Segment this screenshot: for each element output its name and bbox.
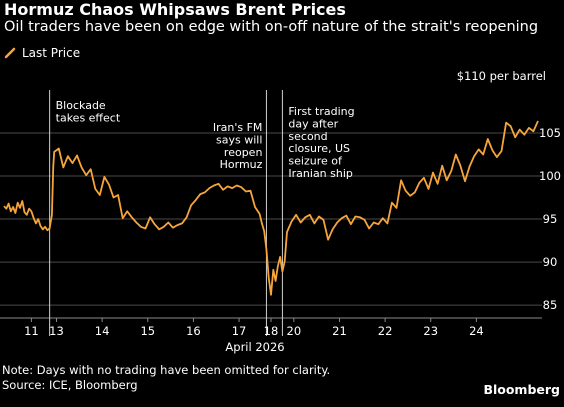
brand-logo: Bloomberg [483,382,560,397]
x-tick-label: 13 [49,324,64,338]
y-tick-label: 95 [543,212,558,226]
price-series-line [3,120,539,296]
legend: Last Price [4,46,80,60]
annotation-text: says will [216,133,262,146]
x-tick-label: 20 [287,324,302,338]
chart-note: Note: Days with no trading have been omi… [2,363,331,377]
annotation-text: day after [288,117,338,130]
x-axis-label: April 2026 [225,340,284,354]
x-tick-label: 23 [423,324,438,338]
chart-title: Hormuz Chaos Whipsaws Brent Prices [4,0,346,19]
x-tick-label: 15 [140,324,155,338]
y-tick-label: 100 [539,169,561,183]
x-tick-label: 14 [95,324,110,338]
y-tick-label: 90 [543,255,558,269]
x-tick-label: 24 [469,324,484,338]
x-tick-label: 16 [186,324,201,338]
x-tick-label: 18 [264,324,279,338]
annotation-text: Blockade [56,99,106,112]
annotation-text: Iranian ship [288,167,353,180]
annotation-text: reopen [224,146,263,159]
annotation-text: seizure of [288,155,343,168]
chart-subtitle: Oil traders have been on edge with on-of… [4,19,539,35]
line-swatch-icon [4,47,16,59]
annotation-text: Hormuz [220,158,263,171]
annotation-text: First trading [288,105,354,118]
y-tick-label: 85 [543,298,558,312]
annotation-text: Iran's FM [213,121,263,134]
chart-source: Source: ICE, Bloomberg [2,378,138,392]
x-tick-label: 17 [232,324,247,338]
y-tick-label: 105 [539,126,561,140]
y-axis-unit-label: $110 per barrel [456,69,546,83]
x-tick-label: 11 [24,324,39,338]
x-tick-label: 22 [378,324,393,338]
x-tick-label: 21 [332,324,347,338]
annotation-text: closure, US [288,142,350,155]
annotation-text: takes effect [56,111,121,124]
annotation-text: second [288,130,327,143]
legend-label: Last Price [22,46,81,60]
